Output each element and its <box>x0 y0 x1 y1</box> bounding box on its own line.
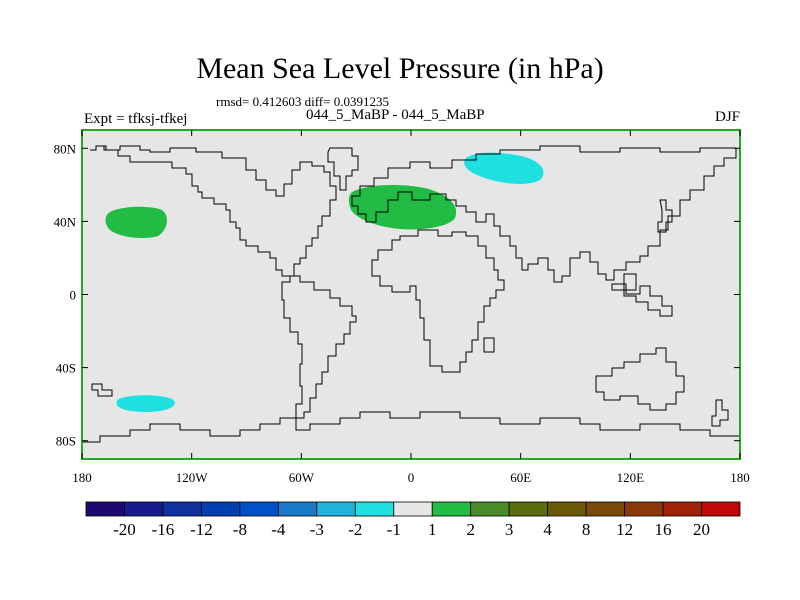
colorbar-swatch <box>431 501 472 517</box>
coast-europe-asia-north <box>351 145 737 283</box>
lat-tick-label: 80S <box>56 434 76 449</box>
colorbar-swatch <box>508 501 549 517</box>
coast-antarctica <box>82 411 740 443</box>
anomaly-negative-southern-ocean <box>116 395 175 412</box>
colorbar-swatch <box>85 501 125 517</box>
coast-south-america <box>281 275 357 419</box>
colorbar-label: -1 <box>387 520 401 539</box>
colorbar-swatch <box>585 501 625 517</box>
colorbar-label: 2 <box>466 520 475 539</box>
coast-madagascar <box>623 273 637 291</box>
map-plot-area <box>81 129 741 460</box>
colorbar-label: -2 <box>348 520 362 539</box>
colorbar-swatch <box>124 501 164 517</box>
plot-title: Mean Sea Level Pressure (in hPa) <box>196 52 604 85</box>
colorbar-swatch <box>277 501 318 517</box>
colorbar-swatch <box>701 501 741 517</box>
lon-tick-label: 60W <box>289 470 315 485</box>
season-label: DJF <box>714 109 740 125</box>
colorbar-swatch <box>393 501 433 517</box>
lat-tick-label: 0 <box>70 288 77 303</box>
coastlines <box>82 145 740 443</box>
coast-new-zealand <box>711 399 729 427</box>
colorbar-label: -20 <box>113 520 136 539</box>
coast-antarctic-peninsula <box>91 383 113 397</box>
colorbar-swatch <box>354 501 395 517</box>
colorbar-label: 1 <box>428 520 437 539</box>
colorbar-label: 3 <box>505 520 514 539</box>
coast-greenland <box>327 147 359 191</box>
colorbar-swatch <box>470 501 510 517</box>
experiment-label: Expt = tfksj-tfkej <box>84 111 188 127</box>
lat-tick-label: 40N <box>54 214 77 229</box>
colorbar-swatch <box>547 501 587 517</box>
colorbar-swatch <box>239 501 279 517</box>
colorbar-label: 20 <box>693 520 710 539</box>
lon-tick-label: 0 <box>408 470 415 485</box>
colorbar-label: 12 <box>616 520 633 539</box>
colorbar-label: 4 <box>543 520 552 539</box>
coast-japan <box>657 199 673 233</box>
lon-tick-label: 180 <box>730 470 750 485</box>
colorbar-label: -4 <box>271 520 286 539</box>
coast-indonesia <box>611 283 673 317</box>
colorbar-label: -8 <box>233 520 247 539</box>
lon-tick-label: 120E <box>617 470 645 485</box>
coast-north-america <box>90 145 337 277</box>
colorbar-swatch <box>662 501 702 517</box>
colorbar-label: 8 <box>582 520 591 539</box>
colorbar: -20 -16 -12 -8 -4 -3 -2 -1 1 2 3 4 8 12 16 20 <box>85 501 741 539</box>
lon-tick-label: 180 <box>72 470 92 485</box>
coast-africa-eurasia <box>371 229 505 373</box>
coast-small-island <box>483 337 495 353</box>
plot-subtitle: 044_5_MaBP - 044_5_MaBP <box>306 107 485 123</box>
lon-tick-label: 60E <box>510 470 531 485</box>
lat-tick-label: 40S <box>56 361 76 376</box>
colorbar-swatch <box>316 501 356 517</box>
colorbar-label: -12 <box>190 520 213 539</box>
stats-text: rmsd= 0.412603 diff= 0.0391235 <box>216 94 389 109</box>
latitude-axis: 80N 40N 0 40S 80S <box>54 141 740 449</box>
field-background <box>82 130 740 459</box>
anomaly-positive-pacific <box>105 206 167 238</box>
colorbar-label: 16 <box>655 520 672 539</box>
colorbar-swatch <box>624 501 664 517</box>
colorbar-swatch <box>162 501 202 517</box>
colorbar-label: -16 <box>152 520 175 539</box>
lon-tick-label: 120W <box>176 470 209 485</box>
lat-tick-label: 80N <box>54 141 77 156</box>
colorbar-label: -3 <box>310 520 324 539</box>
coast-australia <box>595 347 685 411</box>
anomaly-negative-asia <box>464 152 544 184</box>
colorbar-swatch <box>201 501 241 517</box>
longitude-axis: 180 120W 60W 0 60E 120E 180 <box>72 130 750 485</box>
